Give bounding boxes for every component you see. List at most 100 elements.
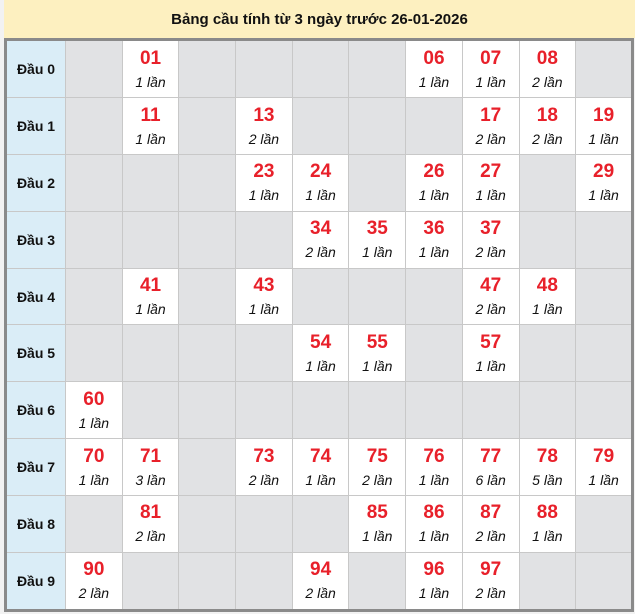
count: 2 lần xyxy=(475,244,506,261)
count: 1 lần xyxy=(532,301,563,318)
number: 41 xyxy=(139,275,162,297)
empty-cell xyxy=(518,153,577,212)
empty-cell xyxy=(121,324,180,383)
empty-cell xyxy=(178,153,237,212)
number-cell: 71 3 lần xyxy=(121,438,180,496)
count: 1 lần xyxy=(135,130,166,147)
number-cell: 86 1 lần xyxy=(405,494,463,553)
number-cell: 70 1 lần xyxy=(65,438,123,496)
table-row: Đầu 9 90 2 lần 94 2 lần 96 1 lần 97 2 lần xyxy=(5,551,633,612)
empty-cell xyxy=(575,324,633,383)
number-cell: 60 1 lần xyxy=(65,381,123,440)
number-cell: 26 1 lần xyxy=(405,153,463,212)
number-cell: 24 1 lần xyxy=(291,153,350,212)
empty-cell xyxy=(178,97,237,155)
count: 1 lần xyxy=(588,187,619,204)
empty-cell xyxy=(178,438,237,496)
empty-cell xyxy=(65,324,123,383)
number: 18 xyxy=(536,104,558,126)
number: 37 xyxy=(480,218,502,240)
empty-cell xyxy=(65,267,123,326)
empty-cell xyxy=(121,153,180,212)
number: 77 xyxy=(480,445,502,467)
count: 2 lần xyxy=(475,528,506,545)
number: 94 xyxy=(310,559,332,581)
number-cell: 94 2 lần xyxy=(291,551,350,612)
cau-table: Đầu 0 01 1 lần 06 1 lần 07 1 lần 08 2 lần Đầu 1 11… xyxy=(4,38,634,612)
empty-cell xyxy=(518,551,577,612)
number-cell: 73 2 lần xyxy=(235,438,293,496)
count: 1 lần xyxy=(418,187,450,204)
number: 85 xyxy=(366,502,388,524)
number: 47 xyxy=(480,275,502,297)
count: 2 lần xyxy=(475,130,506,147)
number: 90 xyxy=(83,559,105,581)
number-cell: 43 1 lần xyxy=(235,267,293,326)
number: 60 xyxy=(83,388,105,410)
count: 2 lần xyxy=(78,585,110,602)
number-cell: 75 2 lần xyxy=(348,438,407,496)
count: 1 lần xyxy=(418,73,450,90)
number: 06 xyxy=(423,47,445,69)
count: 1 lần xyxy=(305,471,336,488)
number: 36 xyxy=(423,218,445,240)
number-cell: 19 1 lần xyxy=(575,97,633,155)
number: 79 xyxy=(593,445,615,467)
count: 2 lần xyxy=(532,73,563,90)
count: 2 lần xyxy=(532,130,563,147)
number-cell: 18 2 lần xyxy=(518,97,577,155)
empty-cell xyxy=(291,381,350,440)
empty-cell xyxy=(178,324,237,383)
empty-cell xyxy=(575,38,633,99)
empty-cell xyxy=(575,267,633,326)
empty-cell xyxy=(575,551,633,612)
empty-cell xyxy=(235,381,293,440)
row-head: Đầu 3 xyxy=(5,210,66,269)
empty-cell xyxy=(405,381,463,440)
empty-cell xyxy=(178,494,237,553)
count: 1 lần xyxy=(78,471,110,488)
number-cell: 13 2 lần xyxy=(235,97,293,155)
empty-cell xyxy=(291,267,350,326)
number: 81 xyxy=(139,502,162,524)
number: 08 xyxy=(536,47,558,69)
number: 86 xyxy=(423,502,445,524)
table-row: Đầu 1 11 1 lần 13 2 lần 17 2 lần 18 2 lần 19 1 lần xyxy=(5,97,633,155)
number-cell: 29 1 lần xyxy=(575,153,633,212)
count: 1 lần xyxy=(362,244,393,261)
number-cell: 35 1 lần xyxy=(348,210,407,269)
count: 1 lần xyxy=(78,414,110,431)
empty-cell xyxy=(235,38,293,99)
number: 88 xyxy=(536,502,558,524)
number: 17 xyxy=(480,104,502,126)
empty-cell xyxy=(178,381,237,440)
empty-cell xyxy=(348,551,407,612)
count: 3 lần xyxy=(135,471,166,488)
number: 96 xyxy=(423,559,445,581)
number-cell: 23 1 lần xyxy=(235,153,293,212)
row-head: Đầu 8 xyxy=(5,494,66,553)
empty-cell xyxy=(291,494,350,553)
number-cell: 81 2 lần xyxy=(121,494,180,553)
table-row: Đầu 4 41 1 lần 43 1 lần 47 2 lần 48 1 lần xyxy=(5,267,633,326)
number-cell: 17 2 lần xyxy=(461,97,520,155)
number-cell: 96 1 lần xyxy=(405,551,463,612)
number-cell: 90 2 lần xyxy=(65,551,123,612)
number-cell: 76 1 lần xyxy=(405,438,463,496)
empty-cell xyxy=(405,267,463,326)
number-cell: 55 1 lần xyxy=(348,324,407,383)
count: 1 lần xyxy=(588,130,619,147)
number: 07 xyxy=(480,47,502,69)
number-cell: 34 2 lần xyxy=(291,210,350,269)
empty-cell xyxy=(235,210,293,269)
empty-cell xyxy=(65,153,123,212)
count: 1 lần xyxy=(418,585,450,602)
count: 2 lần xyxy=(475,585,506,602)
empty-cell xyxy=(518,324,577,383)
number: 26 xyxy=(423,161,445,183)
number-cell: 78 5 lần xyxy=(518,438,577,496)
count: 1 lần xyxy=(418,244,450,261)
number: 27 xyxy=(480,161,502,183)
count: 1 lần xyxy=(418,528,450,545)
number: 97 xyxy=(480,559,502,581)
